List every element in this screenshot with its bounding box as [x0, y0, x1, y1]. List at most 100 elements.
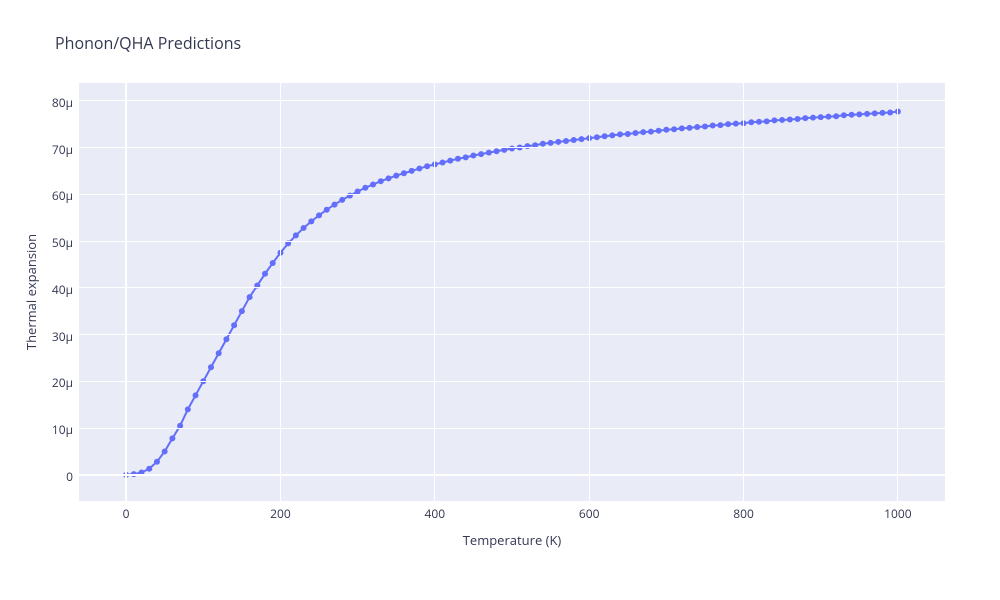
data-point[interactable]: [301, 225, 307, 231]
data-point[interactable]: [239, 308, 245, 314]
data-point[interactable]: [725, 121, 731, 127]
gridline-vertical: [897, 83, 898, 501]
data-point[interactable]: [393, 173, 399, 179]
data-point[interactable]: [687, 125, 693, 131]
data-point[interactable]: [833, 113, 839, 119]
data-point[interactable]: [339, 197, 345, 203]
gridline-horizontal: [79, 381, 945, 382]
gridline-horizontal: [79, 428, 945, 429]
x-tick-label: 0: [106, 505, 146, 522]
data-point[interactable]: [331, 202, 337, 208]
data-point[interactable]: [756, 119, 762, 125]
data-point[interactable]: [802, 115, 808, 121]
data-point[interactable]: [578, 136, 584, 142]
data-point[interactable]: [370, 181, 376, 187]
data-point[interactable]: [386, 175, 392, 181]
data-point[interactable]: [602, 133, 608, 139]
gridline-horizontal: [79, 241, 945, 242]
data-point[interactable]: [656, 128, 662, 134]
y-tick-label: 10μ: [52, 421, 73, 438]
y-tick-label: 80μ: [52, 94, 73, 111]
data-point[interactable]: [764, 118, 770, 124]
y-tick-label: 30μ: [52, 328, 73, 345]
data-point[interactable]: [378, 178, 384, 184]
data-point[interactable]: [193, 392, 199, 398]
data-point[interactable]: [663, 127, 669, 133]
data-point[interactable]: [710, 123, 716, 129]
data-point[interactable]: [409, 168, 415, 174]
x-tick-label: 200: [260, 505, 300, 522]
data-point[interactable]: [154, 459, 160, 465]
gridline-horizontal: [79, 100, 945, 101]
data-point[interactable]: [818, 114, 824, 120]
data-point[interactable]: [463, 154, 469, 160]
data-point[interactable]: [648, 129, 654, 135]
data-point[interactable]: [223, 336, 229, 342]
data-point[interactable]: [308, 218, 314, 224]
data-point[interactable]: [548, 140, 554, 146]
series-line[interactable]: [126, 112, 898, 475]
data-point[interactable]: [540, 141, 546, 147]
data-point[interactable]: [185, 406, 191, 412]
data-point[interactable]: [849, 112, 855, 118]
data-point[interactable]: [162, 448, 168, 454]
data-point[interactable]: [563, 138, 569, 144]
data-point[interactable]: [841, 112, 847, 118]
data-point[interactable]: [810, 115, 816, 121]
data-point[interactable]: [146, 466, 152, 472]
y-tick-label: 40μ: [52, 281, 73, 298]
data-point[interactable]: [617, 131, 623, 137]
x-axis-label: Temperature (K): [412, 531, 612, 549]
data-point[interactable]: [872, 110, 878, 116]
data-point[interactable]: [216, 350, 222, 356]
data-point[interactable]: [169, 435, 175, 441]
data-point[interactable]: [447, 158, 453, 164]
data-point[interactable]: [262, 271, 268, 277]
data-point[interactable]: [825, 114, 831, 120]
data-point[interactable]: [856, 111, 862, 117]
data-point[interactable]: [594, 134, 600, 140]
data-point[interactable]: [324, 207, 330, 213]
data-point[interactable]: [787, 116, 793, 122]
data-point[interactable]: [864, 111, 870, 117]
data-point[interactable]: [632, 130, 638, 136]
data-point[interactable]: [401, 170, 407, 176]
x-tick-label: 1000: [878, 505, 918, 522]
data-point[interactable]: [486, 150, 492, 156]
data-point[interactable]: [494, 148, 500, 154]
data-point[interactable]: [270, 260, 276, 266]
data-point[interactable]: [231, 322, 237, 328]
data-point[interactable]: [887, 109, 893, 115]
data-point[interactable]: [879, 110, 885, 116]
data-series[interactable]: [0, 0, 1000, 600]
data-point[interactable]: [671, 126, 677, 132]
data-point[interactable]: [694, 124, 700, 130]
gridline-horizontal: [79, 194, 945, 195]
data-point[interactable]: [609, 132, 615, 138]
data-point[interactable]: [293, 232, 299, 238]
data-point[interactable]: [455, 156, 461, 162]
data-point[interactable]: [424, 163, 430, 169]
y-tick-label: 20μ: [52, 374, 73, 391]
data-point[interactable]: [478, 151, 484, 157]
data-point[interactable]: [702, 123, 708, 129]
data-point[interactable]: [779, 117, 785, 123]
data-point[interactable]: [640, 129, 646, 135]
data-point[interactable]: [470, 152, 476, 158]
data-point[interactable]: [748, 119, 754, 125]
data-point[interactable]: [717, 122, 723, 128]
data-point[interactable]: [771, 117, 777, 123]
data-point[interactable]: [316, 212, 322, 218]
data-point[interactable]: [625, 131, 631, 137]
data-point[interactable]: [733, 121, 739, 127]
data-point[interactable]: [440, 159, 446, 165]
data-point[interactable]: [679, 125, 685, 131]
data-point[interactable]: [571, 137, 577, 143]
data-point[interactable]: [416, 166, 422, 172]
data-point[interactable]: [795, 116, 801, 122]
data-point[interactable]: [208, 364, 214, 370]
data-point[interactable]: [362, 185, 368, 191]
gridline-horizontal: [79, 334, 945, 335]
data-point[interactable]: [247, 294, 253, 300]
data-point[interactable]: [555, 139, 561, 145]
